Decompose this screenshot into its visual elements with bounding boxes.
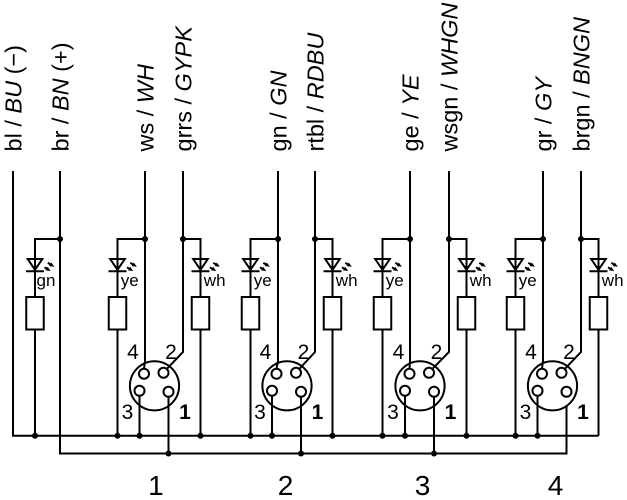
- svg-text:ye: ye: [121, 271, 139, 290]
- svg-text:2: 2: [278, 470, 294, 500]
- svg-text:br / BN (+): br / BN (+): [48, 42, 74, 151]
- svg-text:3: 3: [387, 401, 399, 424]
- svg-text:grrs / GYPK: grrs / GYPK: [171, 25, 197, 152]
- svg-text:ye: ye: [519, 271, 537, 290]
- svg-text:4: 4: [393, 341, 405, 364]
- svg-text:3: 3: [520, 401, 532, 424]
- svg-text:4: 4: [127, 341, 139, 364]
- svg-text:4: 4: [548, 470, 564, 500]
- svg-text:ge / YE: ge / YE: [398, 74, 424, 151]
- svg-text:gr / GY: gr / GY: [531, 75, 557, 152]
- svg-text:2: 2: [431, 341, 443, 364]
- svg-text:ye: ye: [386, 271, 404, 290]
- svg-text:gn / GN: gn / GN: [266, 70, 292, 151]
- svg-text:ws / WH: ws / WH: [133, 64, 159, 152]
- svg-text:rtbl / RDBU: rtbl / RDBU: [303, 32, 329, 152]
- svg-text:gn: gn: [37, 271, 56, 290]
- svg-text:4: 4: [525, 341, 537, 364]
- svg-text:wh: wh: [601, 271, 624, 290]
- svg-text:3: 3: [415, 470, 431, 500]
- svg-text:brgn / BNGN: brgn / BNGN: [569, 17, 595, 152]
- svg-text:1: 1: [179, 401, 191, 424]
- svg-text:wsgn / WHGN: wsgn / WHGN: [437, 3, 463, 153]
- svg-text:1: 1: [312, 401, 324, 424]
- svg-text:bl / BU (−): bl / BU (−): [1, 45, 27, 151]
- svg-text:1: 1: [148, 470, 164, 500]
- svg-text:wh: wh: [469, 271, 492, 290]
- svg-text:ye: ye: [254, 271, 272, 290]
- svg-text:1: 1: [445, 401, 457, 424]
- svg-text:wh: wh: [203, 271, 226, 290]
- svg-text:4: 4: [260, 341, 272, 364]
- svg-text:2: 2: [563, 341, 575, 364]
- svg-text:wh: wh: [335, 271, 358, 290]
- svg-text:3: 3: [254, 401, 266, 424]
- svg-text:1: 1: [577, 401, 589, 424]
- svg-text:2: 2: [165, 341, 177, 364]
- svg-text:3: 3: [122, 401, 134, 424]
- svg-text:2: 2: [298, 341, 310, 364]
